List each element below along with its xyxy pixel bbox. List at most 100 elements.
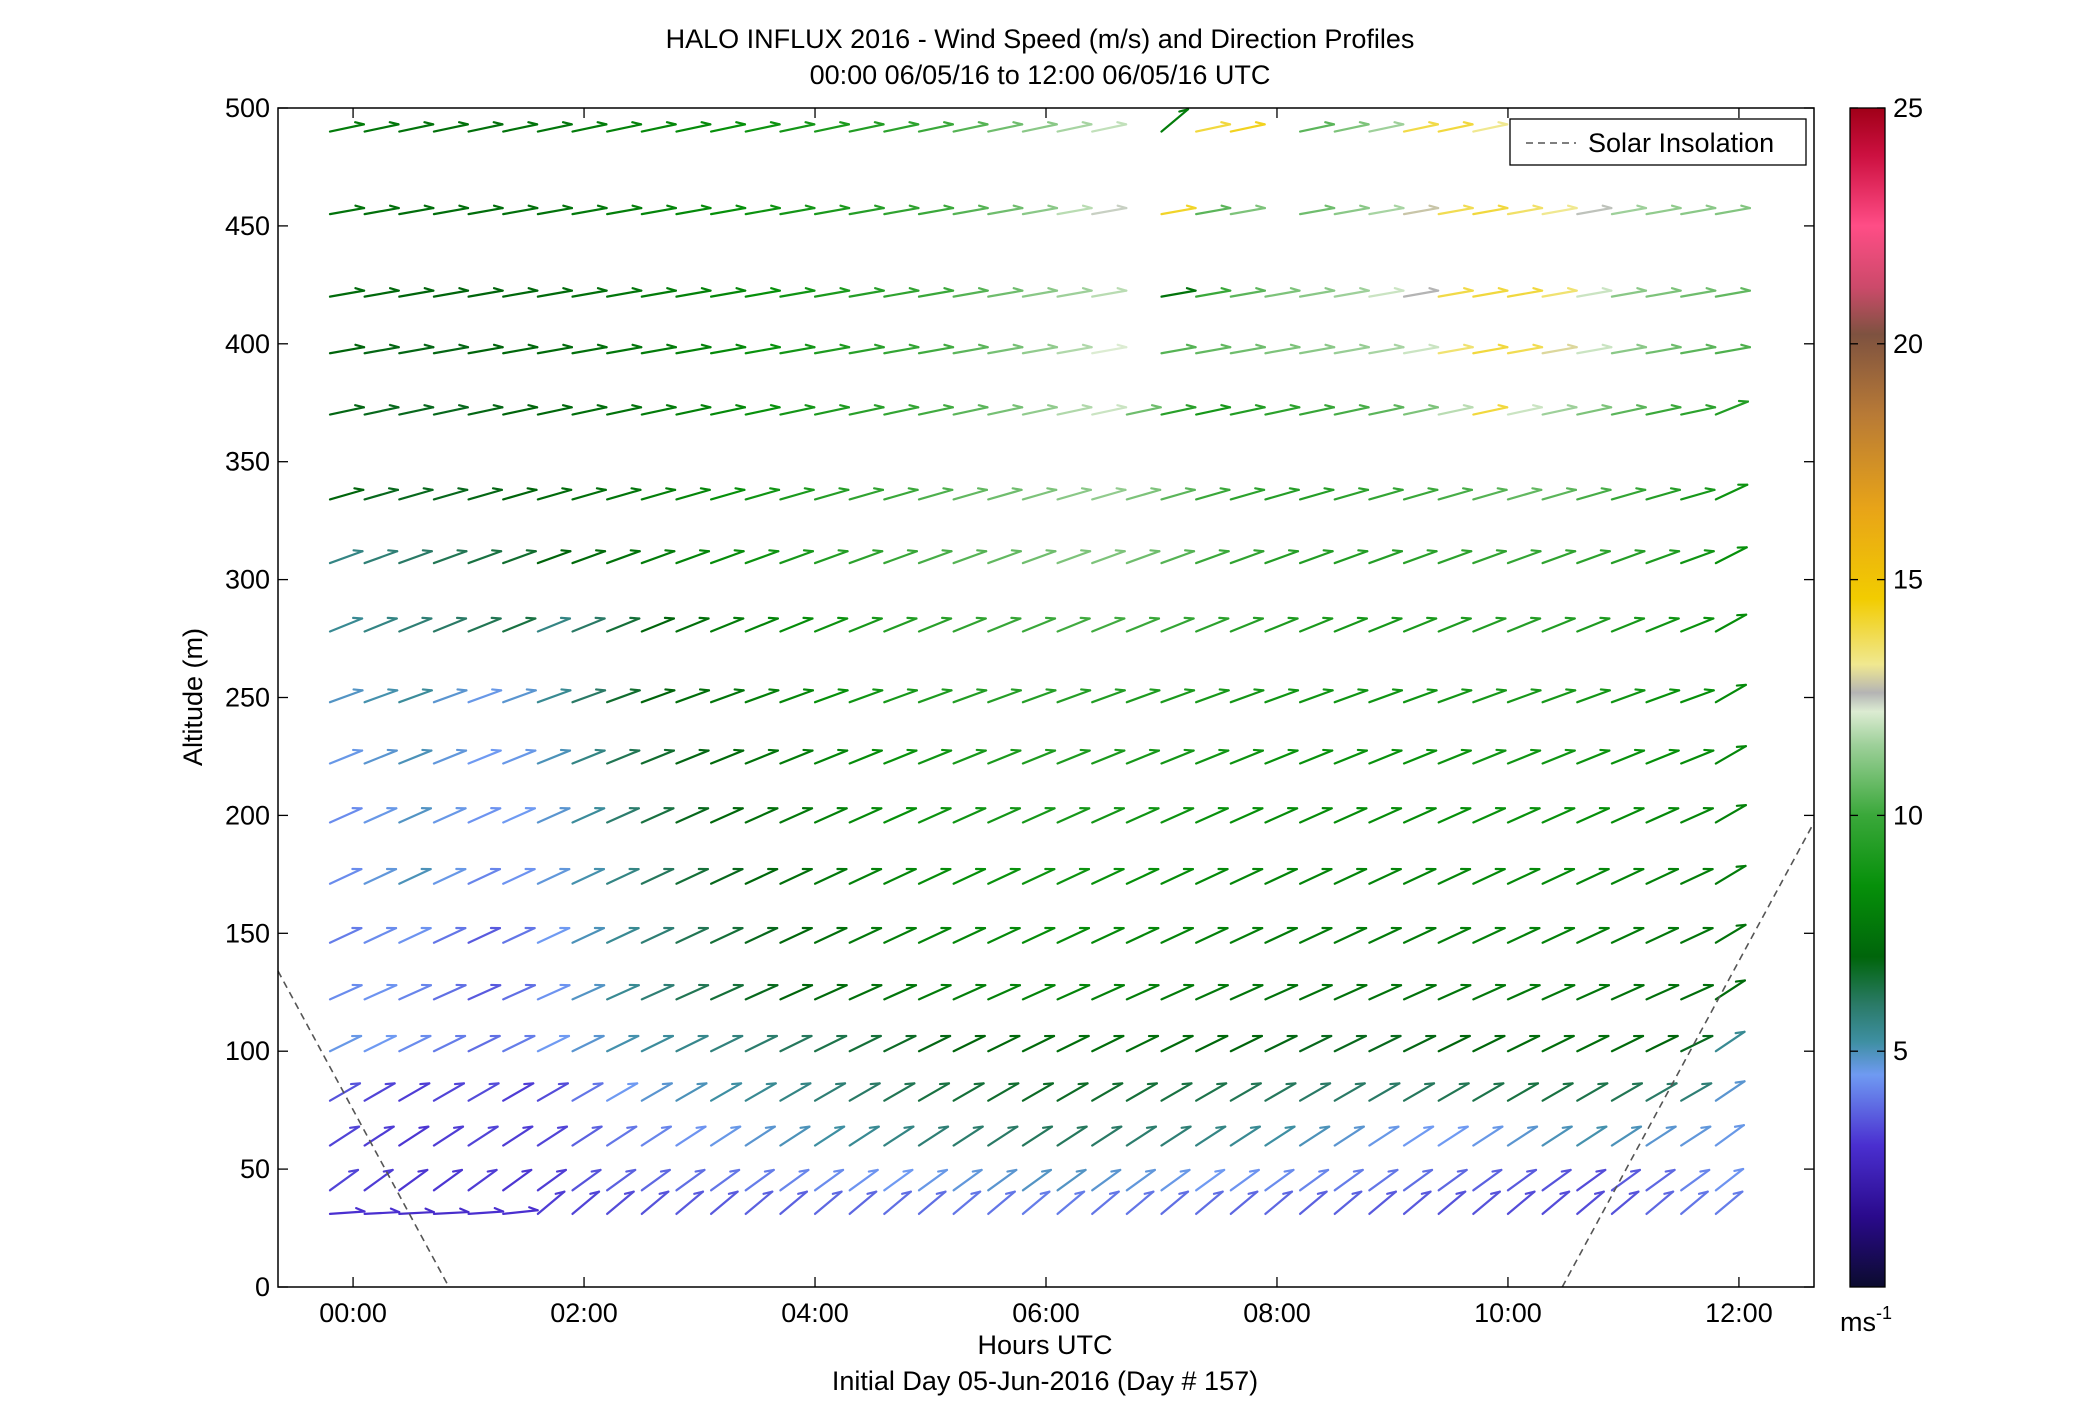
wind-arrow-shaft	[1125, 617, 1161, 633]
wind-arrow-shaft	[432, 1082, 466, 1102]
wind-arrow-head	[1081, 343, 1093, 349]
wind-arrow-shaft	[467, 689, 503, 704]
wind-arrow-head	[660, 1125, 672, 1129]
wind-arrow-shaft	[1437, 206, 1474, 216]
wind-arrow-head	[1393, 343, 1405, 349]
wind-arrow-head	[387, 549, 399, 553]
wind-arrow-head	[1668, 748, 1680, 752]
wind-arrow-shaft	[467, 926, 502, 944]
wind-arrow-shaft	[813, 346, 851, 355]
wind-arrow-head	[625, 1168, 637, 1173]
wind-arrow-shaft	[675, 1125, 707, 1147]
wind-arrow-head	[1247, 1190, 1259, 1195]
wind-arrow-shaft	[571, 807, 606, 824]
wind-arrow-shaft	[1264, 617, 1299, 633]
wind-arrow-shaft	[1368, 984, 1403, 1001]
wind-arrow-shaft	[1610, 749, 1646, 765]
wind-arrow-head	[833, 1168, 845, 1173]
wind-arrow-head	[1428, 121, 1440, 126]
wind-arrow-shaft	[744, 123, 781, 133]
wind-arrow-shaft	[952, 406, 989, 416]
wind-arrow-shaft	[744, 406, 781, 416]
solar-insolation-line	[1561, 822, 1815, 1288]
wind-arrow-shaft	[1091, 749, 1126, 765]
wind-arrow-head	[1633, 748, 1646, 752]
wind-arrow-shaft	[1264, 488, 1300, 501]
wind-arrow-head	[664, 688, 676, 692]
y-tick-label: 0	[255, 1272, 270, 1302]
wind-arrow-shaft	[1506, 488, 1543, 501]
wind-arrow-head	[666, 287, 678, 292]
wind-arrow-head	[1635, 404, 1647, 409]
wind-arrow-head	[943, 404, 954, 409]
wind-arrow-head	[562, 287, 574, 292]
wind-arrow-shaft	[952, 984, 987, 1001]
wind-arrow-shaft	[1091, 1034, 1125, 1053]
wind-arrow-shaft	[1714, 289, 1752, 298]
wind-arrow-shaft	[917, 123, 954, 133]
wind-arrow-shaft	[606, 617, 641, 633]
wind-arrow-shaft	[640, 206, 678, 216]
wind-arrow-shaft	[675, 123, 712, 133]
wind-arrow-head	[943, 287, 955, 292]
wind-arrow-shaft	[1298, 617, 1334, 633]
wind-arrow-head	[1074, 1190, 1086, 1195]
wind-arrow-head	[1426, 549, 1438, 553]
wind-arrow-shaft	[848, 1034, 882, 1053]
wind-arrow-shaft	[1506, 1168, 1538, 1192]
wind-arrow-shaft	[1056, 289, 1093, 298]
wind-arrow-head	[1705, 287, 1717, 292]
wind-arrow-shaft	[432, 1034, 467, 1053]
wind-arrow-head	[596, 204, 608, 210]
wind-arrow-shaft	[432, 1168, 464, 1192]
wind-arrow-head	[1630, 1125, 1643, 1129]
wind-arrow-head	[1010, 549, 1022, 553]
wind-arrow-head	[1455, 1190, 1467, 1195]
wind-arrow-shaft	[432, 488, 469, 501]
wind-arrow-shaft	[1125, 1190, 1155, 1216]
wind-arrow-head	[527, 121, 539, 126]
wind-arrow-shaft	[1610, 488, 1647, 501]
wind-arrow-shaft	[848, 123, 885, 133]
wind-arrow-head	[734, 487, 746, 491]
wind-arrow-shaft	[1021, 1168, 1053, 1192]
wind-arrow-shaft	[571, 406, 608, 416]
wind-arrow-shaft	[640, 1125, 672, 1147]
wind-arrow-head	[1004, 1190, 1016, 1195]
wind-arrow-head	[456, 549, 468, 553]
wind-arrow-head	[1393, 121, 1405, 126]
wind-arrows-layer	[328, 108, 1752, 1216]
wind-arrow-head	[1183, 549, 1196, 553]
wind-arrow-head	[768, 549, 780, 553]
wind-arrow-head	[1044, 748, 1057, 752]
wind-arrow-head	[349, 1082, 362, 1086]
wind-arrow-shaft	[1472, 984, 1507, 1001]
wind-arrow-shaft	[1368, 689, 1404, 704]
wind-arrow-head	[937, 1168, 949, 1173]
wind-arrow-shaft	[1680, 984, 1714, 1001]
wind-arrow-shaft	[328, 1034, 363, 1053]
wind-arrow-shaft	[779, 123, 816, 133]
wind-arrow-head	[1497, 287, 1509, 292]
wind-arrow-head	[492, 204, 504, 210]
wind-arrow-head	[1389, 1082, 1401, 1086]
wind-arrow-shaft	[1056, 550, 1092, 565]
wind-arrow-shaft	[1264, 1168, 1295, 1192]
wind-arrow-shaft	[328, 926, 363, 944]
y-tick-label: 250	[225, 683, 270, 713]
wind-arrow-shaft	[1264, 1125, 1296, 1147]
wind-arrow-head	[1493, 1082, 1505, 1086]
wind-arrow-head	[1047, 287, 1059, 292]
wind-arrow-shaft	[640, 868, 675, 885]
wind-arrow-shaft	[328, 123, 365, 133]
wind-arrow-shaft	[606, 749, 641, 765]
wind-arrow-head	[869, 1082, 881, 1086]
wind-arrow-head	[837, 748, 849, 752]
wind-arrow-shaft	[1437, 926, 1472, 944]
wind-arrow-shaft	[1021, 289, 1059, 298]
wind-arrow-head	[906, 748, 918, 752]
wind-arrow-head	[698, 549, 711, 553]
wind-arrow-head	[422, 487, 434, 491]
wind-arrow-shaft	[1125, 488, 1162, 501]
wind-arrow-shaft	[1021, 1190, 1051, 1216]
